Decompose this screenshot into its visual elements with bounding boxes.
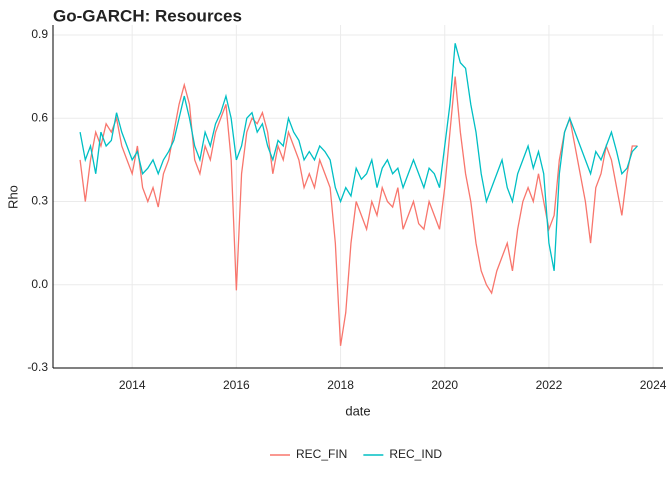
x-tick-label: 2020	[431, 378, 458, 392]
legend-label: REC_IND	[389, 447, 442, 461]
legend-label: REC_FIN	[296, 447, 347, 461]
series-line	[79, 43, 638, 271]
x-tick-label: 2014	[119, 378, 146, 392]
y-tick-label: 0.6	[31, 110, 48, 124]
y-tick-label: 0.0	[31, 277, 48, 291]
y-axis-label: Rho	[5, 185, 20, 209]
y-tick-label: 0.9	[31, 27, 48, 41]
x-tick-label: 2016	[223, 378, 250, 392]
x-tick-label: 2022	[536, 378, 563, 392]
y-tick-label: -0.3	[27, 360, 48, 374]
series-line	[79, 76, 638, 346]
x-axis-label: date	[345, 403, 370, 418]
chart-title: Go-GARCH: Resources	[53, 6, 242, 25]
x-tick-label: 2018	[327, 378, 354, 392]
x-tick-label: 2024	[640, 378, 667, 392]
y-tick-label: 0.3	[31, 194, 48, 208]
